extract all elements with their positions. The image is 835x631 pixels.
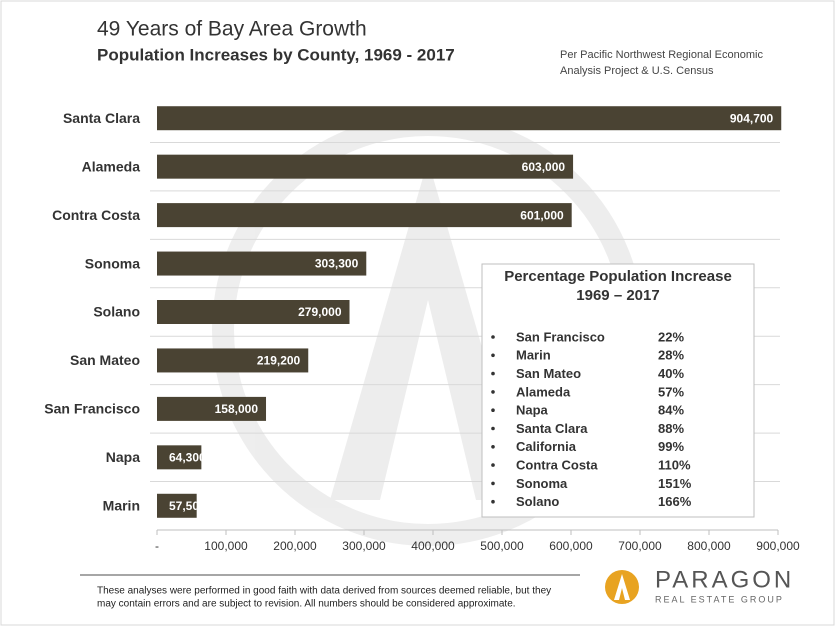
x-tick-label: 600,000 xyxy=(549,539,593,553)
inset-name: Solano xyxy=(516,494,559,509)
logo-icon xyxy=(614,574,630,600)
source: Per Pacific Northwest Regional Economic xyxy=(560,49,763,61)
inset-name: San Mateo xyxy=(516,366,581,381)
disclaimer: These analyses were performed in good fa… xyxy=(97,586,551,597)
bullet xyxy=(491,353,495,358)
inset-value: 40% xyxy=(658,366,684,381)
bar xyxy=(157,154,574,179)
y-tick-label: Napa xyxy=(106,449,140,465)
inset-value: 151% xyxy=(658,476,692,491)
value-label: 279,000 xyxy=(298,305,342,319)
source: Analysis Project & U.S. Census xyxy=(560,65,714,77)
inset-value: 88% xyxy=(658,421,684,436)
x-tick-label: 100,000 xyxy=(204,539,248,553)
bullet xyxy=(491,408,495,413)
bullet xyxy=(491,481,495,486)
inset-value: 84% xyxy=(658,403,684,418)
inset-name: Napa xyxy=(516,403,549,418)
bar xyxy=(157,445,202,470)
inset-name: Alameda xyxy=(516,384,571,399)
value-label: 603,000 xyxy=(522,160,566,174)
bar xyxy=(157,300,350,324)
x-tick-label: 400,000 xyxy=(411,539,455,553)
logo: PARAGON REAL ESTATE GROUP xyxy=(605,566,794,604)
value-label: 904,700 xyxy=(730,111,774,125)
y-tick-label: Solano xyxy=(93,304,140,320)
bar xyxy=(157,251,367,276)
inset-box xyxy=(481,263,755,518)
bar xyxy=(157,203,572,228)
x-tick-label: 700,000 xyxy=(618,539,662,553)
y-tick-label: Alameda xyxy=(82,158,141,174)
inset-title: 1969 – 2017 xyxy=(576,287,659,304)
value-label: 303,300 xyxy=(315,257,359,271)
logo-tagline: REAL ESTATE GROUP xyxy=(655,594,784,604)
inset-value: 99% xyxy=(658,439,684,454)
disclaimer: may contain errors and are subject to re… xyxy=(97,599,516,610)
bar xyxy=(157,106,782,131)
bullet xyxy=(491,463,495,467)
inset-value: 22% xyxy=(658,329,684,344)
chart-title: 49 Years of Bay Area Growth xyxy=(97,18,367,41)
x-tick-label: 900,000 xyxy=(756,539,800,553)
bullet xyxy=(491,426,495,431)
bullet xyxy=(491,371,495,376)
inset-title: Percentage Population Increase xyxy=(504,268,732,285)
value-label: 158,000 xyxy=(215,402,259,416)
x-tick-label: 200,000 xyxy=(273,539,317,553)
x-tick-label: - xyxy=(155,539,159,553)
inset-name: Sonoma xyxy=(516,476,568,491)
y-tick-label: San Mateo xyxy=(70,352,140,368)
x-tick-label: 800,000 xyxy=(687,539,731,553)
inset-value: 110% xyxy=(658,458,691,473)
inset-name: Santa Clara xyxy=(516,421,588,436)
bullet xyxy=(491,390,495,394)
value-label: 601,000 xyxy=(520,208,564,222)
y-tick-label: San Francisco xyxy=(44,401,140,417)
bullet xyxy=(491,499,495,504)
inset-value: 28% xyxy=(658,348,684,363)
y-tick-label: Santa Clara xyxy=(63,110,140,126)
logo-text: PARAGON xyxy=(655,566,794,593)
y-tick-label: Marin xyxy=(103,497,140,513)
bullet xyxy=(491,335,495,339)
value-label: 64,300 xyxy=(169,451,206,465)
inset-name: San Francisco xyxy=(516,329,605,344)
value-label: 219,200 xyxy=(257,354,301,368)
inset-name: California xyxy=(516,439,577,454)
y-tick-label: Contra Costa xyxy=(52,207,140,223)
value-label: 57,500 xyxy=(169,499,206,513)
y-tick-label: Sonoma xyxy=(85,255,140,271)
chart-subtitle: Population Increases by County, 1969 - 2… xyxy=(97,45,455,64)
bar xyxy=(157,493,197,518)
x-tick-label: 500,000 xyxy=(480,539,524,553)
inset-name: Marin xyxy=(516,348,551,363)
inset-value: 57% xyxy=(658,384,684,399)
inset-value: 166% xyxy=(658,494,692,509)
bar xyxy=(157,348,309,373)
bullet xyxy=(491,445,495,449)
bar xyxy=(157,396,267,421)
x-tick-label: 300,000 xyxy=(342,539,386,553)
inset-name: Contra Costa xyxy=(516,458,598,473)
